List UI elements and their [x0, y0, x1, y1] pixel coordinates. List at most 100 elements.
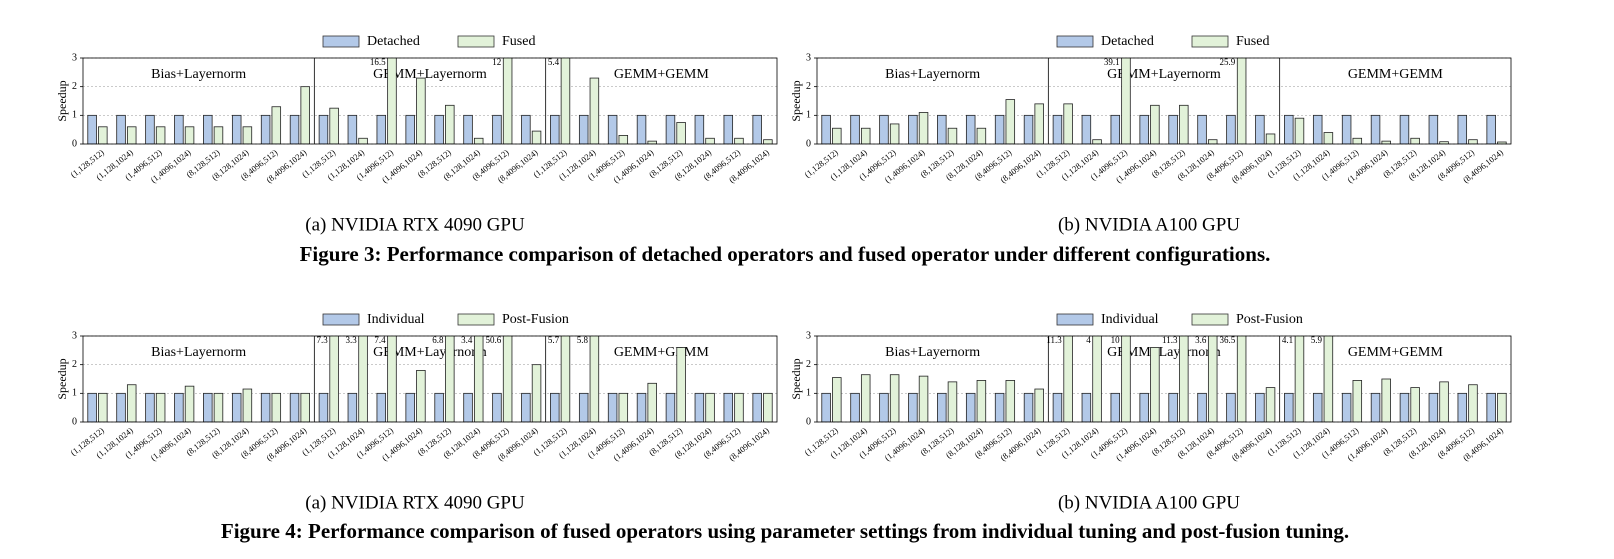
bar [832, 127, 842, 144]
plot-frame [816, 335, 1512, 423]
value-label: 3.4 [461, 335, 473, 345]
bar [463, 114, 473, 144]
plot-frame [82, 335, 778, 423]
bar [213, 392, 224, 422]
bar [694, 392, 705, 422]
bar [947, 381, 958, 422]
y-tick-label: 0 [72, 416, 77, 427]
bar [1179, 104, 1189, 144]
bar [665, 114, 676, 144]
panel-title: GEMM+Layernorm [1107, 345, 1221, 360]
legend-swatch [457, 35, 495, 48]
bar [445, 104, 455, 144]
bar [947, 127, 958, 144]
bar [1486, 114, 1496, 144]
bar [1197, 392, 1207, 422]
bar [358, 137, 368, 144]
bar [1265, 133, 1276, 144]
bar [203, 114, 213, 144]
value-label: 7.4 [374, 335, 386, 345]
bar [184, 385, 195, 422]
value-label: 5.7 [548, 335, 560, 345]
bar [918, 375, 929, 422]
bar [1428, 114, 1439, 144]
bar [1265, 387, 1276, 422]
bar [387, 336, 397, 422]
bar [521, 114, 531, 144]
bar [1092, 139, 1102, 144]
y-tick-label: 0 [72, 138, 77, 149]
bar [1023, 114, 1034, 144]
bar [1381, 140, 1391, 144]
bar [300, 392, 310, 422]
panel-title: GEMM+Layernorm [373, 67, 487, 82]
y-axis-label: Speedup [789, 80, 803, 121]
value-label: 25.9 [1220, 57, 1236, 67]
bar [1468, 384, 1478, 422]
bar [473, 137, 484, 144]
y-tick-label: 3 [806, 330, 811, 341]
bar [1092, 336, 1102, 422]
bar [1121, 58, 1131, 144]
panel-title: Bias+Layernorm [885, 67, 980, 82]
bar [723, 392, 734, 422]
bar [1110, 392, 1121, 422]
y-axis-label: Speedup [789, 358, 803, 399]
legend-swatch [1056, 313, 1094, 326]
bar [636, 392, 647, 422]
bar [416, 77, 426, 144]
bar [203, 392, 213, 422]
bar [1197, 114, 1207, 144]
legend-label: Fused [1236, 34, 1269, 49]
bar [647, 140, 657, 144]
legend-label: Individual [1101, 312, 1159, 327]
bar [1081, 392, 1092, 422]
bar [1081, 114, 1092, 144]
bar [832, 377, 842, 422]
bar [918, 112, 929, 144]
bar [694, 114, 705, 144]
bar [578, 114, 589, 144]
bar [908, 114, 918, 144]
bar [1168, 392, 1178, 422]
bar [676, 122, 686, 144]
bar [1005, 380, 1016, 422]
bar [1457, 114, 1468, 144]
y-axis-label: Speedup [55, 80, 69, 121]
y-tick-label: 3 [72, 52, 77, 63]
bar [231, 114, 242, 144]
bar [445, 336, 455, 422]
bar [607, 114, 618, 144]
bar [318, 392, 329, 422]
y-tick-label: 1 [72, 110, 77, 121]
bar [705, 137, 715, 144]
y-axis-label: Speedup [55, 358, 69, 399]
bar [87, 392, 97, 422]
bar [271, 392, 282, 422]
bar [1323, 336, 1334, 422]
bar [1168, 114, 1178, 144]
bar [1312, 114, 1323, 144]
bar [492, 114, 502, 144]
y-tick-label: 2 [72, 81, 77, 92]
bar [387, 58, 397, 144]
bar [1150, 347, 1160, 422]
bar [1005, 99, 1016, 144]
bar [1497, 392, 1507, 422]
bar [937, 392, 947, 422]
y-tick-label: 2 [806, 81, 811, 92]
bar [98, 392, 108, 422]
bar [329, 107, 339, 144]
value-label: 12 [492, 57, 501, 67]
bar [1236, 58, 1247, 144]
bar [976, 127, 987, 144]
panel-title: GEMM+GEMM [1348, 345, 1444, 360]
bar [98, 126, 108, 144]
value-label: 5.8 [577, 335, 589, 345]
y-tick-label: 3 [806, 52, 811, 63]
bar [405, 114, 415, 144]
bar [994, 114, 1005, 144]
bar [1226, 114, 1236, 144]
bar [1399, 114, 1410, 144]
legend-label: Fused [502, 34, 535, 49]
